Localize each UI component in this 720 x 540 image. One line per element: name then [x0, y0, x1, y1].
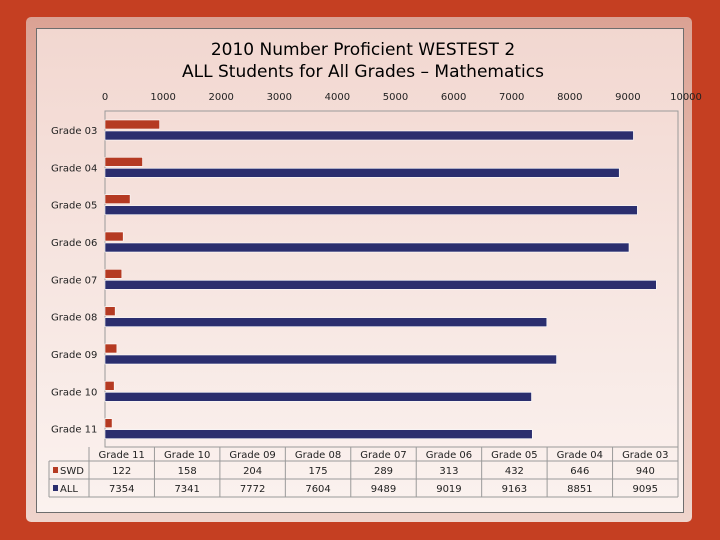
table-header-cell: Grade 10 [164, 450, 210, 461]
category-label: Grade 07 [51, 275, 97, 286]
table-header-cell: Grade 04 [557, 450, 603, 461]
bar-all [104, 168, 620, 178]
x-tick-label: 2000 [208, 92, 233, 103]
bar-swd [104, 194, 131, 204]
x-tick-label: 7000 [499, 92, 524, 103]
bar-all [104, 205, 638, 215]
category-label: Grade 10 [51, 387, 97, 398]
bar-all [104, 242, 630, 253]
bar-swd [104, 269, 123, 279]
category-label: Grade 11 [51, 425, 97, 436]
table-cell-all: 9019 [436, 484, 461, 495]
table-cell-all: 9095 [633, 484, 658, 495]
legend-swatch [53, 467, 58, 473]
table-cell-all: 9489 [371, 484, 396, 495]
table-cell-swd: 940 [636, 466, 655, 477]
plot-border [104, 110, 679, 448]
table-header-cell: Grade 07 [360, 450, 406, 461]
category-label: Grade 05 [51, 201, 97, 212]
x-axis: 0 1000 2000 3000 4000 5000 6000 7000 8000 9000 100… [102, 92, 702, 103]
category-label: Grade 03 [51, 126, 97, 137]
x-tick-label: 9000 [615, 92, 640, 103]
table-cell-swd: 432 [505, 466, 524, 477]
table-cell-all: 7772 [240, 484, 265, 495]
table-cell-swd: 289 [374, 466, 393, 477]
table-cell-all: 7341 [174, 484, 199, 495]
table-cell-swd: 313 [439, 466, 458, 477]
table-cell-all: 9163 [502, 484, 527, 495]
plot-area: Grade 03 Grade 04 Grade 05 Grade 06 Grade 07… [51, 110, 679, 448]
table-cell-swd: 175 [309, 466, 328, 477]
table-cell-all: 8851 [567, 484, 592, 495]
table-header-cell: Grade 03 [622, 450, 668, 461]
x-tick-label: 5000 [383, 92, 408, 103]
x-tick-label: 3000 [267, 92, 292, 103]
x-tick-label: 8000 [557, 92, 582, 103]
category-label: Grade 04 [51, 163, 97, 174]
category-label: Grade 08 [51, 313, 97, 324]
chart-title: 2010 Number Proficient WESTEST 2 [211, 40, 515, 60]
bar-swd [104, 119, 160, 130]
bar-swd [104, 381, 115, 391]
table-cell-swd: 122 [112, 466, 131, 477]
x-tick-label: 10000 [670, 92, 702, 103]
x-tick-label: 1000 [150, 92, 175, 103]
table-cell-all: 7604 [305, 484, 330, 495]
data-table: Grade 11 122 7354 Grade 10 158 7341 Grade 09 20… [48, 447, 679, 498]
bar-all [104, 392, 532, 402]
table-header-cell: Grade 11 [99, 450, 145, 461]
bar-swd [104, 231, 124, 242]
table-cell-swd: 158 [178, 466, 197, 477]
bar-all [104, 130, 634, 141]
bar-swd [104, 343, 118, 354]
bar-all [104, 280, 657, 290]
bar-all [104, 317, 548, 327]
bar-swd [104, 306, 116, 316]
bar-swd [104, 157, 143, 167]
legend-label: SWD [60, 466, 84, 477]
table-header-cell: Grade 05 [491, 450, 537, 461]
bar-swd [104, 418, 113, 428]
category-label: Grade 09 [51, 350, 97, 361]
table-cell-swd: 204 [243, 466, 262, 477]
x-tick-label: 4000 [325, 92, 350, 103]
chart-subtitle: ALL Students for All Grades – Mathematic… [182, 62, 544, 82]
legend-label: ALL [60, 484, 78, 495]
category-label: Grade 06 [51, 238, 97, 249]
table-header-cell: Grade 09 [229, 450, 275, 461]
table-cell-all: 7354 [109, 484, 134, 495]
bar-all [104, 429, 533, 439]
table-cell-swd: 646 [570, 466, 589, 477]
x-tick-label: 6000 [441, 92, 466, 103]
bar-all [104, 354, 557, 365]
legend-swatch [53, 485, 58, 491]
x-tick-label: 0 [102, 92, 108, 103]
table-header-cell: Grade 08 [295, 450, 341, 461]
table-header-cell: Grade 06 [426, 450, 472, 461]
